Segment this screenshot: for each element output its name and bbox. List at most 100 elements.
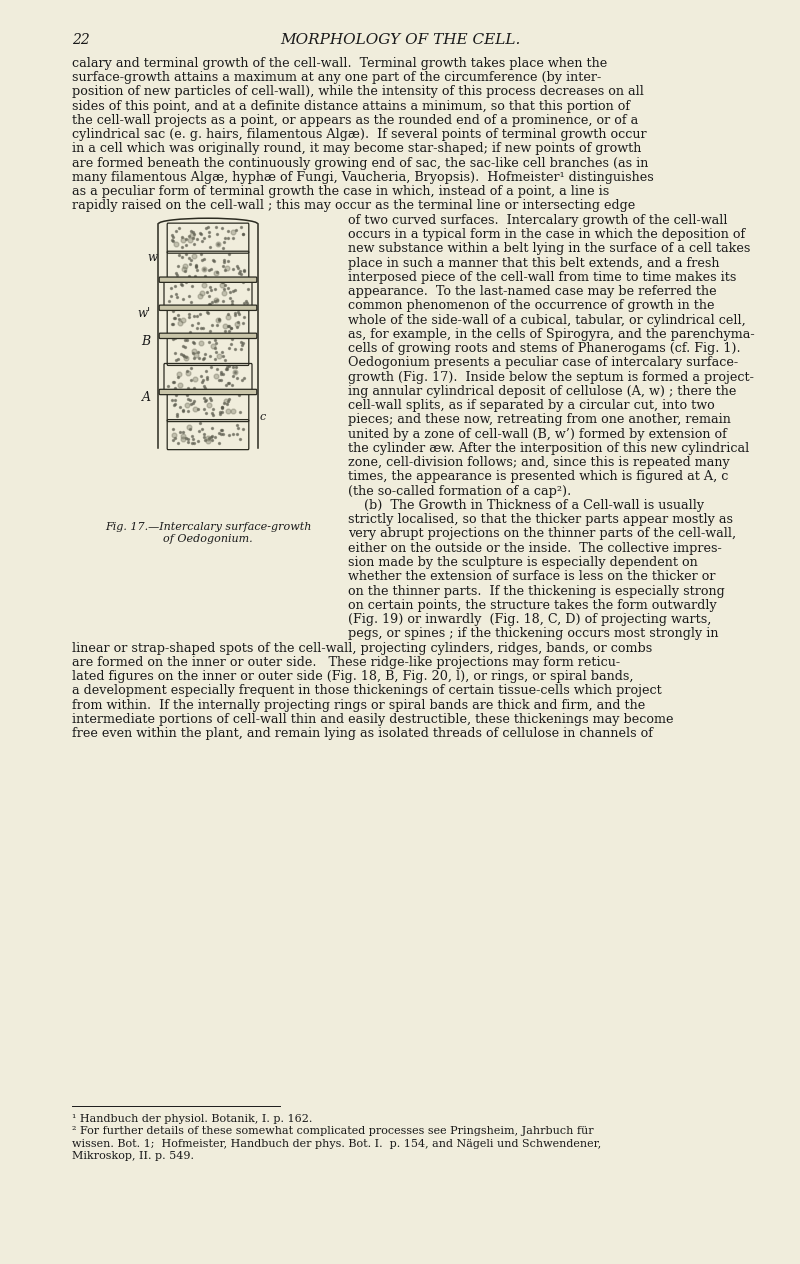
- Point: [195, 250, 208, 270]
- Point: [176, 422, 189, 442]
- Point: [218, 228, 231, 248]
- Point: [166, 225, 179, 245]
- Point: [170, 287, 183, 307]
- Point: [202, 428, 215, 449]
- Point: [220, 394, 233, 415]
- Point: [213, 432, 226, 453]
- Point: [198, 388, 210, 408]
- Point: [194, 365, 207, 386]
- Point: [229, 362, 242, 382]
- Point: [206, 426, 218, 446]
- Point: [206, 398, 219, 418]
- Point: [166, 418, 179, 439]
- Point: [230, 425, 243, 445]
- Point: [200, 362, 213, 382]
- Point: [177, 401, 190, 421]
- Text: rapidly raised on the cell-wall ; this may occur as the terminal line or interse: rapidly raised on the cell-wall ; this m…: [72, 200, 635, 212]
- Point: [184, 420, 197, 440]
- Point: [188, 392, 201, 412]
- Point: [187, 228, 200, 248]
- Point: [169, 308, 182, 329]
- Point: [202, 226, 215, 246]
- Point: [194, 286, 206, 306]
- Point: [214, 369, 227, 389]
- Point: [176, 345, 189, 365]
- Point: [182, 417, 195, 437]
- Point: [168, 329, 181, 349]
- Point: [190, 317, 203, 337]
- Point: [208, 426, 221, 446]
- Point: [205, 356, 218, 377]
- Point: [237, 260, 250, 281]
- Text: common phenomenon of the occurrence of growth in the: common phenomenon of the occurrence of g…: [348, 300, 714, 312]
- Text: on certain points, the structure takes the form outwardly: on certain points, the structure takes t…: [348, 599, 717, 612]
- Point: [170, 406, 183, 426]
- Point: [196, 231, 209, 252]
- Point: [220, 359, 233, 379]
- Point: [216, 291, 229, 311]
- Point: [181, 384, 194, 404]
- Text: interposed piece of the cell-wall from time to time makes its: interposed piece of the cell-wall from t…: [348, 270, 736, 284]
- Point: [218, 393, 230, 413]
- Point: [206, 418, 218, 439]
- Point: [224, 334, 237, 354]
- Point: [197, 319, 210, 339]
- Point: [235, 217, 248, 238]
- Point: [172, 305, 185, 325]
- Point: [203, 396, 216, 416]
- Point: [202, 295, 215, 315]
- Point: [189, 257, 202, 277]
- Point: [175, 344, 188, 364]
- Point: [214, 364, 227, 384]
- Point: [229, 305, 242, 325]
- Point: [224, 317, 237, 337]
- Point: [239, 291, 252, 311]
- Point: [167, 372, 180, 392]
- Point: [199, 403, 212, 423]
- Point: [167, 226, 180, 246]
- Point: [229, 362, 242, 382]
- Point: [222, 401, 234, 421]
- Point: [206, 336, 219, 356]
- Point: [166, 313, 178, 334]
- Point: [213, 370, 226, 391]
- Point: [178, 262, 191, 282]
- Point: [168, 425, 181, 445]
- Point: [206, 249, 219, 269]
- Point: [216, 274, 229, 295]
- Point: [183, 389, 196, 410]
- Point: [218, 321, 231, 341]
- Point: [166, 389, 178, 410]
- Point: [230, 257, 243, 277]
- Point: [179, 244, 192, 264]
- Point: [188, 378, 201, 398]
- Point: [191, 431, 204, 451]
- Point: [197, 348, 210, 368]
- Point: [205, 427, 218, 447]
- Text: from within.  If the internally projecting rings or spiral bands are thick and f: from within. If the internally projectin…: [72, 699, 646, 712]
- Text: place in such a manner that this belt extends, and a fresh: place in such a manner that this belt ex…: [348, 257, 719, 269]
- Point: [186, 225, 198, 245]
- Point: [218, 278, 230, 298]
- Text: sides of this point, and at a definite distance attains a minimum, so that this : sides of this point, and at a definite d…: [72, 100, 630, 112]
- Point: [188, 399, 201, 420]
- Point: [173, 217, 186, 238]
- Point: [212, 234, 225, 254]
- Point: [230, 220, 242, 240]
- Point: [209, 337, 222, 358]
- Point: [163, 291, 176, 311]
- Point: [185, 221, 198, 241]
- Text: calary and terminal growth of the cell-wall.  Terminal growth takes place when t: calary and terminal growth of the cell-w…: [72, 57, 607, 70]
- Point: [223, 373, 236, 393]
- Point: [235, 369, 248, 389]
- Point: [182, 363, 195, 383]
- Point: [182, 432, 194, 453]
- Point: [212, 234, 225, 254]
- Point: [187, 334, 200, 354]
- Point: [238, 307, 250, 327]
- Point: [198, 259, 210, 279]
- Point: [187, 224, 200, 244]
- Point: [210, 289, 222, 310]
- Point: [210, 341, 222, 362]
- Point: [195, 224, 208, 244]
